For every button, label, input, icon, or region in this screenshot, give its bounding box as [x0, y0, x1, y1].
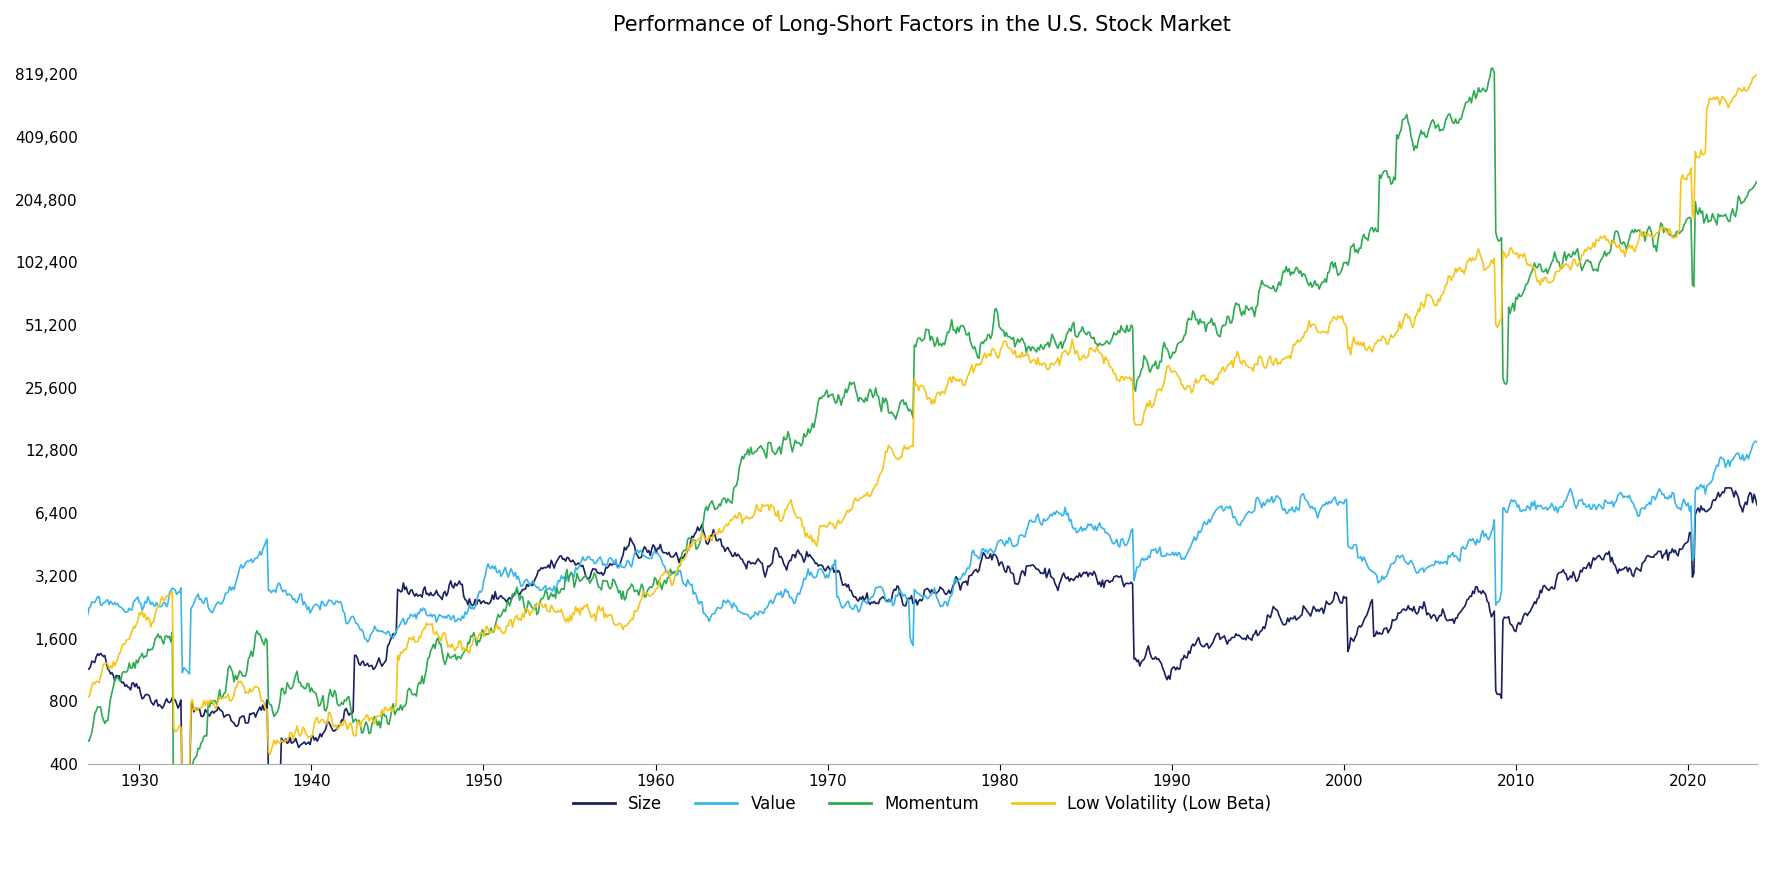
Size: [76, 664, 97, 674]
Momentum: [170, 827, 191, 838]
Value: [76, 610, 97, 620]
Momentum: [734, 453, 755, 464]
Value: [937, 596, 959, 606]
Value: [179, 669, 200, 680]
Size: [937, 585, 959, 596]
Line: Value: Value: [87, 441, 1758, 674]
Size: [1747, 500, 1768, 511]
Momentum: [1481, 63, 1503, 73]
Low Volatility (Low Beta): [76, 691, 97, 702]
Line: Momentum: Momentum: [87, 68, 1758, 833]
Momentum: [76, 735, 97, 746]
Value: [567, 562, 588, 573]
Momentum: [530, 597, 551, 608]
Size: [119, 682, 140, 693]
Size: [397, 588, 418, 598]
Low Volatility (Low Beta): [567, 603, 588, 613]
Value: [1747, 437, 1768, 448]
Momentum: [397, 685, 418, 696]
Value: [530, 585, 551, 596]
Size: [734, 558, 755, 568]
Value: [119, 603, 140, 613]
Momentum: [1747, 176, 1768, 187]
Size: [1717, 482, 1738, 493]
Momentum: [567, 573, 588, 584]
Line: Low Volatility (Low Beta): Low Volatility (Low Beta): [87, 74, 1758, 782]
Momentum: [119, 658, 140, 668]
Low Volatility (Low Beta): [734, 513, 755, 524]
Value: [1745, 435, 1767, 446]
Size: [567, 558, 588, 568]
Title: Performance of Long-Short Factors in the U.S. Stock Market: Performance of Long-Short Factors in the…: [613, 15, 1232, 35]
Momentum: [937, 327, 959, 338]
Value: [397, 613, 418, 624]
Size: [172, 804, 193, 814]
Low Volatility (Low Beta): [937, 373, 959, 384]
Low Volatility (Low Beta): [397, 638, 418, 649]
Size: [530, 565, 551, 575]
Low Volatility (Low Beta): [119, 634, 140, 644]
Line: Size: Size: [87, 488, 1758, 809]
Value: [734, 609, 755, 620]
Low Volatility (Low Beta): [1747, 69, 1768, 80]
Low Volatility (Low Beta): [175, 777, 197, 788]
Low Volatility (Low Beta): [530, 598, 551, 609]
Legend: Size, Value, Momentum, Low Volatility (Low Beta): Size, Value, Momentum, Low Volatility (L…: [567, 789, 1278, 820]
